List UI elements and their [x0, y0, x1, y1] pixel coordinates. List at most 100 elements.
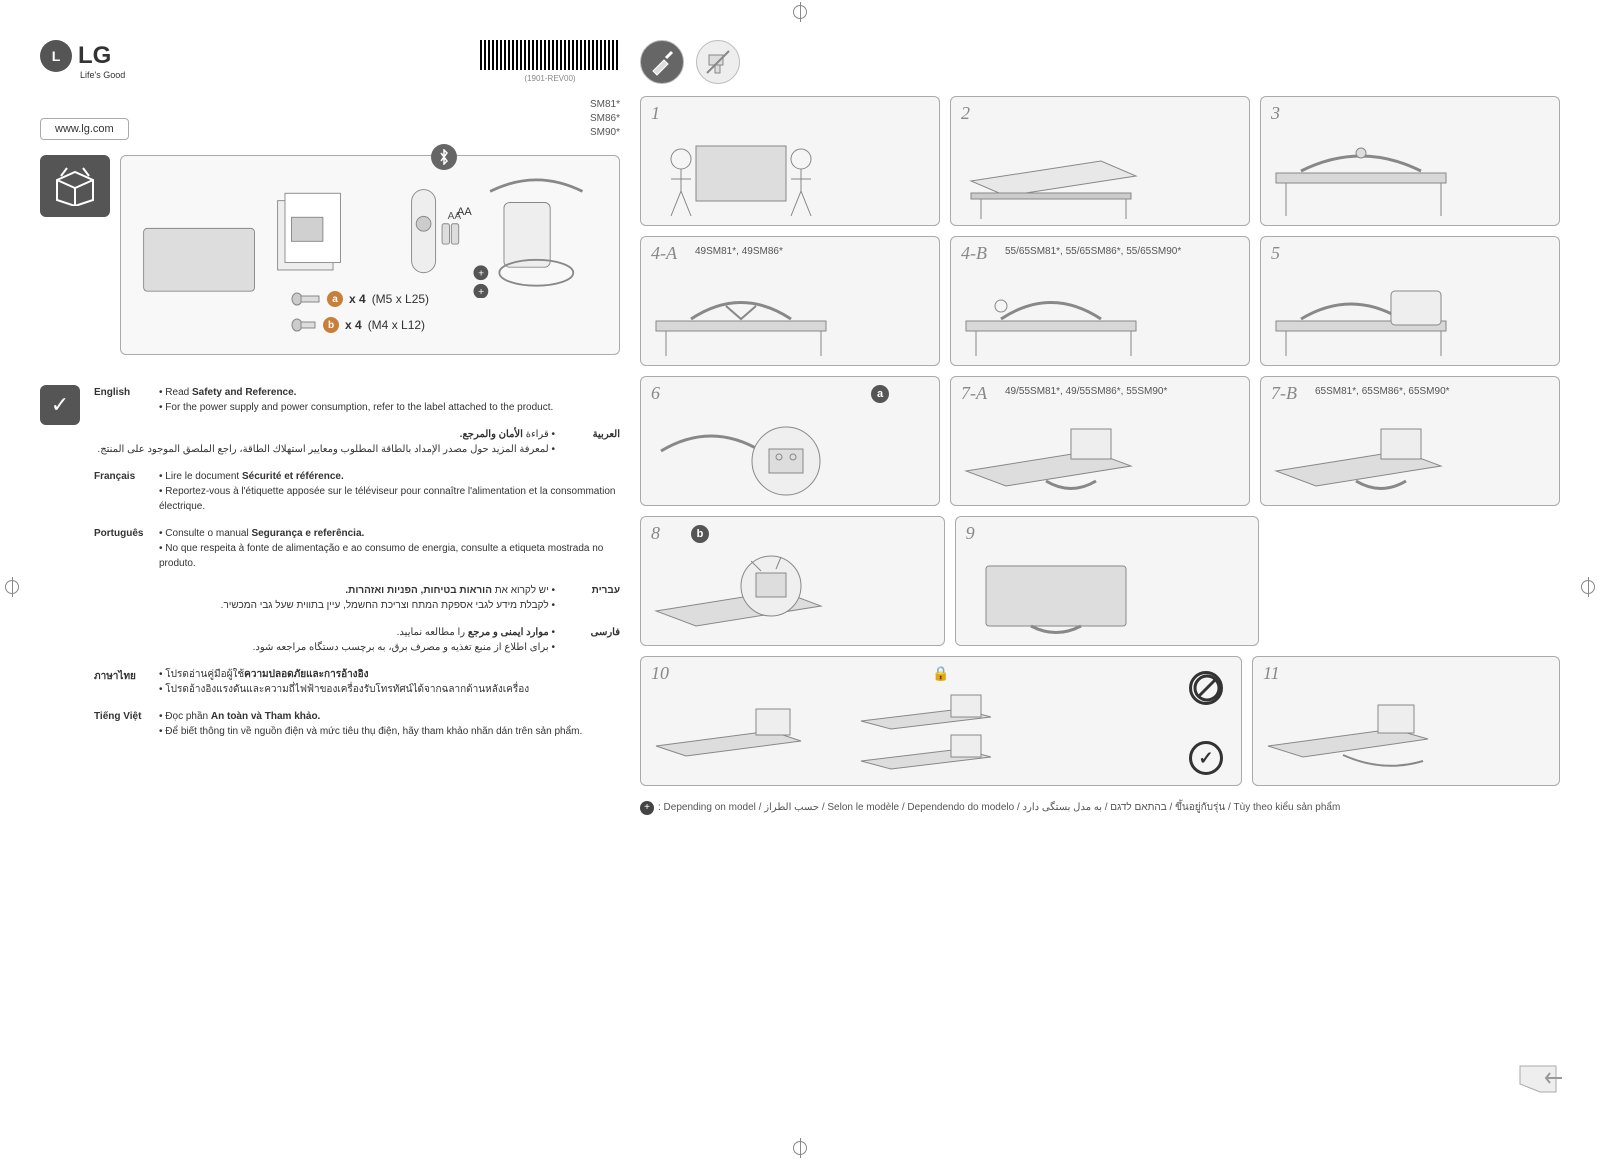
brand-text: LG — [78, 42, 111, 70]
model: SM81* — [590, 98, 620, 112]
step-4a: 4-A 49SM81*, 49SM86* — [640, 236, 940, 366]
step-7a: 7-A 49/55SM81*, 49/55SM86*, 55SM90* — [950, 376, 1250, 506]
screw-a-qty: x 4 — [349, 292, 366, 306]
step-num: 8 — [651, 523, 660, 544]
language-entry: Français • Lire le document Sécurité et … — [94, 469, 620, 514]
step-num: 11 — [1263, 663, 1280, 684]
step-num: 7-B — [1271, 383, 1297, 404]
step-6: 6 a — [640, 376, 940, 506]
screw-b-icon — [291, 318, 317, 332]
model: SM86* — [590, 112, 620, 126]
language-label: עברית — [555, 583, 620, 613]
language-entry: • موارد ایمنی و مرجع را مطالعه نمایید.• … — [94, 625, 620, 655]
step-2: 2 — [950, 96, 1250, 226]
model: SM90* — [590, 126, 620, 140]
screw-b-qty: x 4 — [345, 318, 362, 332]
language-text: • Đọc phần An toàn và Tham khảo.• Để biế… — [159, 709, 620, 739]
step-3: 3 — [1260, 96, 1560, 226]
step-4b: 4-B 55/65SM81*, 55/65SM86*, 55/65SM90* — [950, 236, 1250, 366]
step-num: 5 — [1271, 243, 1280, 264]
url-row: www.lg.com SM81* SM86* SM90* — [40, 98, 620, 140]
language-entry: • قراءة الأمان والمرجع.• لمعرفة المزيد ح… — [94, 427, 620, 457]
tagline: Life's Good — [80, 70, 125, 80]
language-text: • Lire le document Sécurité et référence… — [159, 469, 620, 514]
package-contents-box: AA + + AA a x 4 (M5 x L25) — [120, 155, 620, 355]
step-6-badge: a — [871, 385, 889, 403]
model-list: SM81* SM86* SM90* — [590, 98, 620, 140]
step-1: 1 — [640, 96, 940, 226]
footer-note: + : Depending on model / حسب الطراز / Sel… — [640, 800, 1560, 815]
page-turn-icon — [1516, 1058, 1566, 1102]
step-7a-illustration — [951, 411, 1151, 501]
left-column: L LG Life's Good (1901-REV00) www.lg.com… — [40, 40, 620, 1140]
step-2-illustration — [951, 131, 1151, 221]
step-num: 9 — [966, 523, 975, 544]
step-num: 6 — [651, 383, 660, 404]
step-8-badge: b — [691, 525, 709, 543]
unpack-icon — [40, 155, 110, 217]
step-9-illustration — [956, 551, 1156, 641]
plus-icon: + — [640, 801, 654, 815]
language-label: Tiếng Việt — [94, 709, 159, 739]
screw-a-icon — [291, 292, 321, 306]
language-entry: Português • Consulte o manual Segurança … — [94, 526, 620, 571]
step-4a-illustration — [641, 271, 841, 361]
step-8: 8 b — [640, 516, 945, 646]
revision-text: (1901-REV00) — [480, 74, 620, 83]
language-entry: English • Read Safety and Reference.• Fo… — [94, 385, 620, 415]
step-7b-models: 65SM81*, 65SM86*, 65SM90* — [1315, 385, 1450, 398]
language-text: • Consulte o manual Segurança e referênc… — [159, 526, 620, 571]
step-7a-models: 49/55SM81*, 49/55SM86*, 55SM90* — [1005, 385, 1167, 398]
logo-block: L LG Life's Good — [40, 40, 125, 80]
language-section: ✓ English • Read Safety and Reference.• … — [40, 385, 620, 751]
no-power-tool-icon — [696, 40, 740, 84]
screw-specs: a x 4 (M5 x L25) b x 4 (M4 x L12) — [291, 291, 429, 343]
language-label: English — [94, 385, 159, 415]
step-6-illustration — [641, 411, 841, 501]
language-text: • יש לקרוא את הוראות בטיחות, הפניות ואזה… — [94, 583, 555, 613]
step-8-illustration — [641, 551, 841, 641]
check-icon: ✓ — [40, 385, 80, 425]
step-4a-models: 49SM81*, 49SM86* — [695, 245, 783, 258]
footer-text: : Depending on model / حسب الطراز / Selo… — [658, 802, 1340, 813]
svg-text:+: + — [478, 287, 484, 298]
step-10-illustration — [641, 691, 1061, 781]
language-label: Français — [94, 469, 159, 514]
language-text: • موارد ایمنی و مرجع را مطالعه نمایید.• … — [94, 625, 555, 655]
step-1-illustration — [641, 131, 841, 221]
step-7b: 7-B 65SM81*, 65SM86*, 65SM90* — [1260, 376, 1560, 506]
url-box: www.lg.com — [40, 118, 129, 140]
language-label: ภาษาไทย — [94, 667, 159, 697]
lock-icon: 🔒 — [932, 665, 949, 682]
barcode-icon — [480, 40, 620, 70]
language-text: • قراءة الأمان والمرجع.• لمعرفة المزيد ح… — [94, 427, 555, 457]
step-num: 10 — [651, 663, 669, 684]
step-3-illustration — [1261, 131, 1461, 221]
language-label: Português — [94, 526, 159, 571]
tool-icons — [640, 40, 1560, 84]
step-num: 7-A — [961, 383, 987, 404]
step-num: 4-A — [651, 243, 677, 264]
screw-b-spec: (M4 x L12) — [368, 318, 425, 332]
right-column: 1 2 3 — [640, 40, 1560, 1140]
battery-label: AA — [457, 206, 472, 218]
screwdriver-icon — [640, 40, 684, 84]
step-4b-illustration — [951, 271, 1151, 361]
language-entry: ภาษาไทย • โปรดอ่านคู่มือผู้ใช้ความปลอดภั… — [94, 667, 620, 697]
bluetooth-icon — [431, 144, 457, 170]
lg-logo-icon: L — [40, 40, 72, 72]
language-entry: • יש לקרוא את הוראות בטיחות, הפניות ואזה… — [94, 583, 620, 613]
language-entry: Tiếng Việt • Đọc phần An toàn và Tham kh… — [94, 709, 620, 739]
step-9: 9 — [955, 516, 1260, 646]
step-num: 3 — [1271, 103, 1280, 124]
step-11-illustration — [1253, 691, 1453, 781]
language-label: فارسی — [555, 625, 620, 655]
step-num: 4-B — [961, 243, 987, 264]
screw-a-spec: (M5 x L25) — [372, 292, 429, 306]
step-4b-models: 55/65SM81*, 55/65SM86*, 55/65SM90* — [1005, 245, 1181, 258]
screw-b-badge: b — [323, 317, 339, 333]
language-text: • โปรดอ่านคู่มือผู้ใช้ความปลอดภัยและการอ… — [159, 667, 620, 697]
screw-a-badge: a — [327, 291, 343, 307]
language-text: • Read Safety and Reference.• For the po… — [159, 385, 620, 415]
package-contents-row: AA + + AA a x 4 (M5 x L25) — [40, 155, 620, 355]
